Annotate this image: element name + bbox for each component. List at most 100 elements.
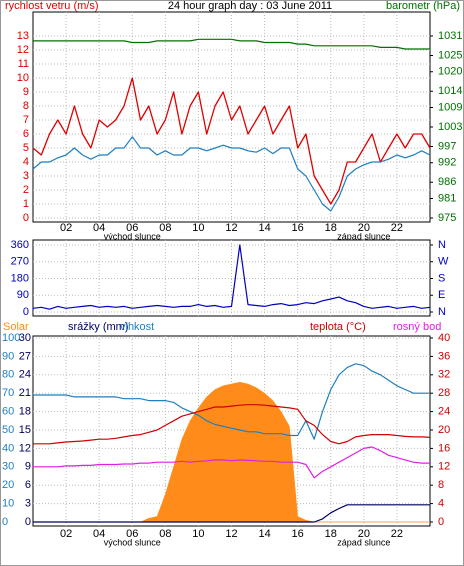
x-tick-label: 02 [60,528,72,540]
y-tick-label: 10 [2,498,14,510]
y2-tick-label: 36 [438,350,450,362]
y3-tick-label: 27 [19,350,31,362]
y2-tick-label: 981 [438,192,456,204]
series-line [32,244,431,310]
y3-tick-label: 6 [25,479,31,491]
x-tick-label: 18 [325,528,337,540]
y-tick-label: 8 [23,100,29,112]
x-tick-label: 18 [325,222,337,234]
y-tick-label: 0 [23,306,29,318]
y-tick-label: 30 [2,461,14,473]
x-tick-label: 14 [258,222,270,234]
y2-tick-label: 1020 [438,66,462,78]
annotation: západ slunce [337,231,390,241]
annotation: východ slunce [104,537,161,547]
y-tick-label: 1 [23,198,29,210]
chart-title: 24 hour graph day : 03 June 2011 [168,0,332,12]
y-tick-label: 40 [2,442,14,454]
y3-tick-label: 15 [19,424,31,436]
y2-tick-label: 28 [438,387,450,399]
legend-entry: Solar [3,321,29,333]
x-tick-label: 10 [192,528,204,540]
y-tick-label: 90 [17,289,29,301]
x-tick-label: 20 [358,528,370,540]
series-line [33,38,430,50]
y-tick-label: 100 [2,332,20,344]
x-tick-label: 08 [159,222,171,234]
y2-tick-label: S [438,272,445,284]
y3-tick-label: 18 [19,406,31,418]
y3-tick-label: 12 [19,442,31,454]
x-tick-label: 16 [292,222,304,234]
x-tick-label: 04 [93,222,105,234]
y2-tick-label: 8 [438,479,444,491]
y2-tick-label: N [438,239,446,251]
y2-tick-label: 24 [438,406,450,418]
series-line [33,446,430,479]
y-tick-label: 50 [2,424,14,436]
y-tick-label: 4 [23,156,29,168]
y3-tick-label: 30 [19,332,31,344]
y2-tick-label: 986 [438,176,456,188]
y-tick-label: 12 [17,44,29,56]
y-tick-label: 0 [23,212,29,224]
y-tick-label: 2 [23,184,29,196]
y-tick-label: 13 [17,30,29,42]
y2-tick-label: 12 [438,461,450,473]
y2-tick-label: E [438,289,445,301]
x-tick-label: 06 [126,528,138,540]
y2-tick-label: 16 [438,442,450,454]
x-tick-label: 20 [358,222,370,234]
y-tick-label: 7 [23,114,29,126]
legend-entry: teplota (°C) [310,321,366,333]
y2-tick-label: 40 [438,332,450,344]
x-tick-label: 12 [225,528,237,540]
y-tick-label: 9 [23,86,29,98]
y3-tick-label: 0 [25,516,31,528]
y3-tick-label: 24 [19,369,31,381]
x-tick-label: 22 [391,528,403,540]
y2-axis-label: barometr (hPa) [386,0,460,12]
y-tick-label: 70 [2,387,14,399]
x-tick-label: 16 [292,528,304,540]
y2-tick-label: 1014 [438,85,462,97]
y3-tick-label: 3 [25,498,31,510]
legend-entry: vlhkost [120,321,154,333]
y-tick-label: 360 [11,239,29,251]
y2-tick-label: 1025 [438,49,462,61]
x-tick-label: 06 [126,222,138,234]
y2-tick-label: 1003 [438,121,462,133]
y-tick-label: 11 [18,58,29,70]
annotation: východ slunce [104,231,161,241]
x-tick-label: 12 [225,222,237,234]
y-tick-label: 5 [23,142,29,154]
y-tick-label: 60 [2,406,14,418]
x-tick-label: 08 [159,528,171,540]
legend-entry: srážky (mm) [68,321,129,333]
series-line [33,363,430,440]
y2-tick-label: W [438,256,449,268]
y2-tick-label: 997 [438,140,456,152]
y-tick-label: 180 [11,272,29,284]
y2-tick-label: 32 [438,369,450,381]
y-tick-label: 270 [11,256,29,268]
series-line [33,404,431,445]
y-tick-label: 10 [17,72,29,84]
series-line [32,77,431,205]
y2-tick-label: 975 [438,212,456,224]
x-tick-label: 14 [258,528,270,540]
y3-tick-label: 9 [25,461,31,473]
y-tick-label: 80 [2,369,14,381]
y2-tick-label: 4 [438,498,444,510]
series-line [33,504,430,523]
y2-tick-label: 20 [438,424,450,436]
y3-tick-label: 21 [19,387,31,399]
y-tick-label: 6 [23,128,29,140]
y-tick-label: 90 [2,350,14,362]
x-tick-label: 04 [93,528,105,540]
y-axis-label: rychlost vetru (m/s) [5,0,99,12]
annotation: západ slunce [337,537,390,547]
y2-tick-label: 992 [438,157,456,169]
x-tick-label: 10 [192,222,204,234]
